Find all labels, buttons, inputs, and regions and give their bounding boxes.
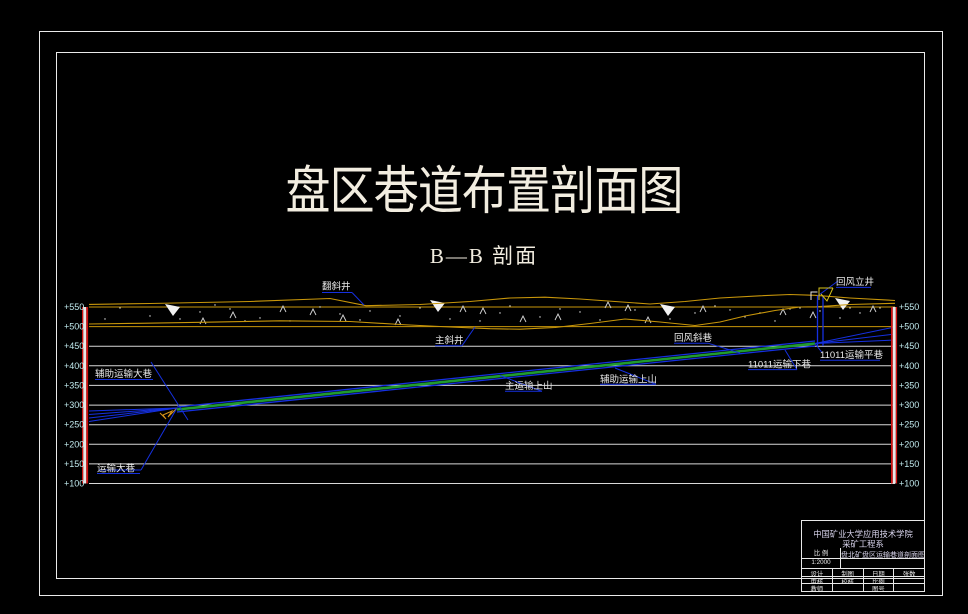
svg-text:+250: +250 [64,420,84,430]
svg-text:主运输上山: 主运输上山 [505,380,553,392]
svg-text:+150: +150 [64,459,84,469]
svg-text:+500: +500 [64,322,84,332]
svg-text:+400: +400 [899,361,919,371]
svg-text:主斜井: 主斜井 [435,335,464,347]
svg-text:+100: +100 [899,479,919,489]
svg-text:+200: +200 [64,439,84,449]
svg-text:+350: +350 [899,380,919,390]
svg-text:回风斜巷: 回风斜巷 [674,332,713,344]
svg-text:+400: +400 [64,361,84,371]
svg-text:翻斜井: 翻斜井 [322,281,351,293]
svg-text:11011运输平巷: 11011运输平巷 [820,349,884,361]
svg-text:+500: +500 [899,322,919,332]
svg-text:辅助运输大巷: 辅助运输大巷 [95,368,153,380]
svg-text:+200: +200 [899,439,919,449]
svg-text:+450: +450 [64,341,84,351]
svg-text:+150: +150 [899,459,919,469]
svg-text:+300: +300 [64,400,84,410]
svg-text:+550: +550 [899,302,919,312]
svg-text:+350: +350 [64,380,84,390]
svg-text:+450: +450 [899,341,919,351]
svg-text:辅助运输上山: 辅助运输上山 [600,374,657,386]
svg-text:+300: +300 [899,400,919,410]
svg-text:运输大巷: 运输大巷 [97,463,136,475]
svg-text:11011运输下巷: 11011运输下巷 [748,359,812,371]
svg-text:回风立井: 回风立井 [836,276,874,288]
svg-text:+250: +250 [899,420,919,430]
svg-text:+550: +550 [64,302,84,312]
svg-text:+100: +100 [64,479,84,489]
